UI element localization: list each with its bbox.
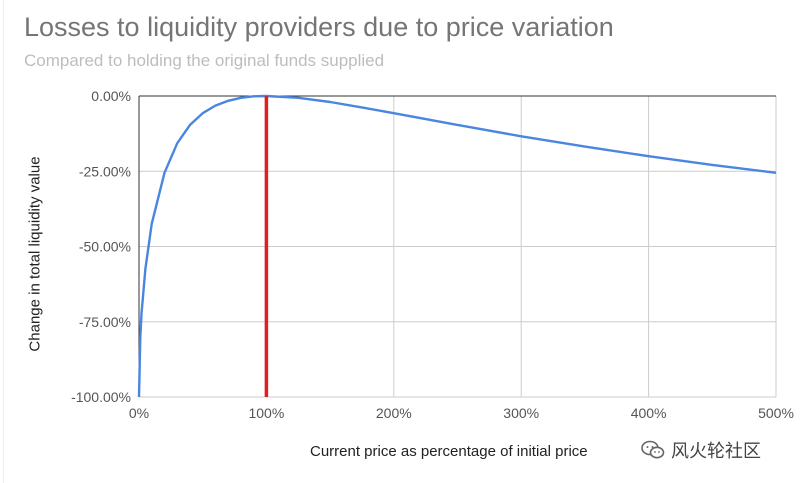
series-line — [137, 94, 777, 398]
y-tick-label: -50.00% — [79, 239, 131, 255]
x-tick-label: 200% — [376, 405, 412, 421]
x-axis-label: Current price as percentage of initial p… — [310, 443, 588, 460]
x-tick-label: 0% — [129, 405, 149, 421]
x-tick-label: 300% — [503, 405, 539, 421]
left-border — [3, 0, 4, 483]
y-axis-label: Change in total liquidity value — [26, 156, 44, 352]
wechat-icon — [641, 440, 665, 459]
y-tick-label: -75.00% — [79, 314, 131, 330]
x-tick-label: 500% — [758, 405, 794, 421]
y-tick-label: -100.00% — [71, 389, 131, 405]
x-tick-label: 400% — [631, 405, 667, 421]
y-tick-label: -25.00% — [79, 163, 131, 179]
chart-subtitle: Compared to holding the original funds s… — [24, 51, 385, 70]
watermark-text: 风火轮社区 — [671, 441, 761, 461]
watermark: 风火轮社区 — [641, 437, 761, 463]
chart-title: Losses to liquidity providers due to pri… — [24, 12, 614, 42]
y-tick-label: 0.00% — [91, 88, 131, 104]
x-tick-label: 100% — [248, 405, 284, 421]
